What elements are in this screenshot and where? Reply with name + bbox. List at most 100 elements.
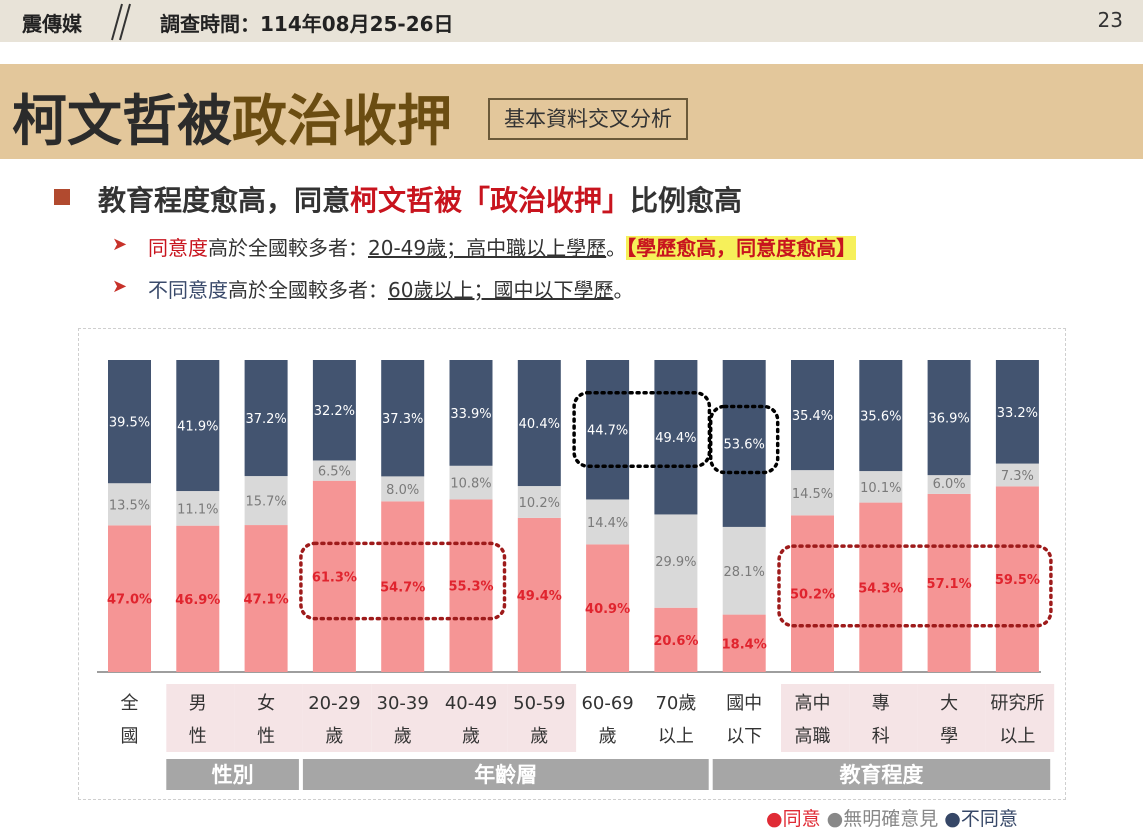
- data-label-unknown: 10.2%: [519, 496, 560, 511]
- category-shade: [781, 684, 850, 752]
- data-label-disagree: 39.5%: [109, 416, 150, 431]
- bar-disagree: [381, 360, 425, 477]
- main-bullet: 教育程度愈高，同意柯文哲被「政治收押」比例愈高: [98, 179, 742, 219]
- group-label: 性別: [212, 763, 254, 787]
- sub2-end: 。: [613, 278, 634, 302]
- category-label: 高中: [795, 693, 831, 714]
- category-label: 60-69: [581, 693, 633, 714]
- sub2-text: 高於全國較多者：: [228, 278, 388, 302]
- category-shade: [166, 684, 235, 752]
- data-label-agree: 47.1%: [244, 593, 289, 608]
- category-label: 全: [121, 693, 139, 714]
- bar-agree: [791, 515, 834, 672]
- data-label-disagree: 40.4%: [519, 417, 560, 432]
- bar-agree: [381, 501, 425, 672]
- data-label-unknown: 29.9%: [655, 555, 696, 570]
- bar-unknown: [517, 486, 561, 518]
- category-shade: [849, 684, 918, 752]
- category-label: 專: [872, 693, 890, 714]
- data-label-disagree: 44.7%: [587, 424, 628, 439]
- category-label: 大: [940, 693, 958, 714]
- arrow-right-icon: ➤: [112, 276, 128, 297]
- sub2-colored: 不同意度: [148, 278, 228, 302]
- bar-disagree: [244, 360, 288, 477]
- bar-unknown: [859, 471, 903, 503]
- bar-unknown: [586, 499, 630, 545]
- title-bar: 柯文哲被政治收押 基本資料交叉分析: [0, 64, 1143, 159]
- category-label: 20-29: [308, 693, 360, 714]
- category-label: 科: [872, 726, 890, 747]
- bar-disagree: [722, 360, 766, 527]
- group-label: 年齡層: [474, 763, 537, 787]
- data-label-unknown: 14.5%: [792, 487, 833, 502]
- sub1-underlined: 20-49歲；高中職以上學歷: [368, 236, 607, 260]
- data-label-disagree: 37.3%: [382, 412, 423, 427]
- bar-unknown: [449, 465, 493, 500]
- title-tag: 基本資料交叉分析: [488, 98, 688, 140]
- sub-bullet-disagree: 不同意度高於全國較多者：60歲以上；國中以下學歷。: [148, 274, 633, 303]
- data-label-unknown: 6.0%: [933, 477, 966, 492]
- legend-agree: ●同意: [766, 808, 821, 830]
- bar-agree: [586, 544, 630, 672]
- bar-agree: [176, 525, 220, 672]
- arrow-right-icon: ➤: [112, 234, 128, 255]
- category-label: 以下: [726, 726, 762, 747]
- data-label-unknown: 8.0%: [386, 483, 419, 498]
- data-label-unknown: 10.8%: [450, 477, 491, 492]
- bar-disagree: [517, 360, 561, 487]
- category-shade: [985, 684, 1055, 752]
- data-label-disagree: 36.9%: [928, 412, 969, 427]
- bar-disagree: [791, 360, 834, 471]
- emphasis-box-disagree: [572, 390, 712, 468]
- survey-time: 調查時間：114年08月25-26日: [160, 12, 454, 36]
- emphasis-box-disagree: [708, 404, 780, 475]
- bar-agree: [108, 525, 151, 672]
- bar-disagree: [995, 360, 1039, 464]
- data-label-disagree: 53.6%: [724, 437, 765, 452]
- category-label: 性: [189, 726, 207, 747]
- bar-unknown: [927, 475, 971, 494]
- data-label-unknown: 11.1%: [177, 502, 218, 517]
- bar-disagree: [859, 360, 903, 472]
- category-label: 30-39: [377, 693, 429, 714]
- data-label-agree: 57.1%: [927, 577, 972, 592]
- data-label-unknown: 10.1%: [860, 481, 901, 496]
- category-label: 歲: [599, 726, 617, 747]
- category-label: 50-59: [513, 693, 565, 714]
- category-label: 女: [257, 693, 275, 714]
- category-shade: [439, 684, 508, 752]
- group-label: 教育程度: [839, 763, 923, 787]
- bar-unknown: [381, 476, 425, 502]
- category-shade: [234, 684, 303, 752]
- bullet-prefix: 教育程度愈高，同意: [98, 184, 351, 217]
- legend-unknown: ●無明確意見: [826, 808, 939, 830]
- category-label: 歲: [530, 726, 548, 747]
- bar-unknown: [791, 470, 834, 516]
- sub1-end: 。: [606, 236, 627, 260]
- data-label-disagree: 49.4%: [655, 431, 696, 446]
- bar-disagree: [586, 360, 630, 500]
- data-label-agree: 59.5%: [995, 573, 1040, 588]
- data-label-disagree: 32.2%: [314, 404, 355, 419]
- data-label-unknown: 13.5%: [109, 498, 150, 513]
- data-label-agree: 46.9%: [175, 593, 220, 608]
- data-label-agree: 55.3%: [448, 580, 493, 595]
- category-label: 國中: [726, 693, 762, 714]
- category-label: 歲: [325, 726, 343, 747]
- category-label: 歲: [462, 726, 480, 747]
- title-part1: 柯文哲被: [12, 89, 233, 153]
- category-label: 40-49: [445, 693, 497, 714]
- chart-frame: 47.0% 13.5% 39.5% 全國 46.9% 11.1% 41.9% 男性 47.1% 1…: [78, 328, 1066, 800]
- category-label: 以上: [658, 726, 694, 747]
- stacked-bar-chart: 47.0% 13.5% 39.5% 全國 46.9% 11.1% 41.9% 男性 47.1% 1…: [97, 360, 1055, 790]
- category-label: 70歲: [655, 693, 696, 714]
- data-label-agree: 50.2%: [790, 588, 835, 603]
- bar-agree: [995, 486, 1039, 672]
- bar-disagree: [176, 360, 220, 492]
- category-label: 國: [121, 726, 139, 747]
- data-label-disagree: 35.6%: [860, 410, 901, 425]
- bar-unknown: [312, 460, 356, 481]
- category-shade: [371, 684, 440, 752]
- category-label: 以上: [999, 726, 1035, 747]
- bullet-suffix: 比例愈高: [630, 184, 743, 217]
